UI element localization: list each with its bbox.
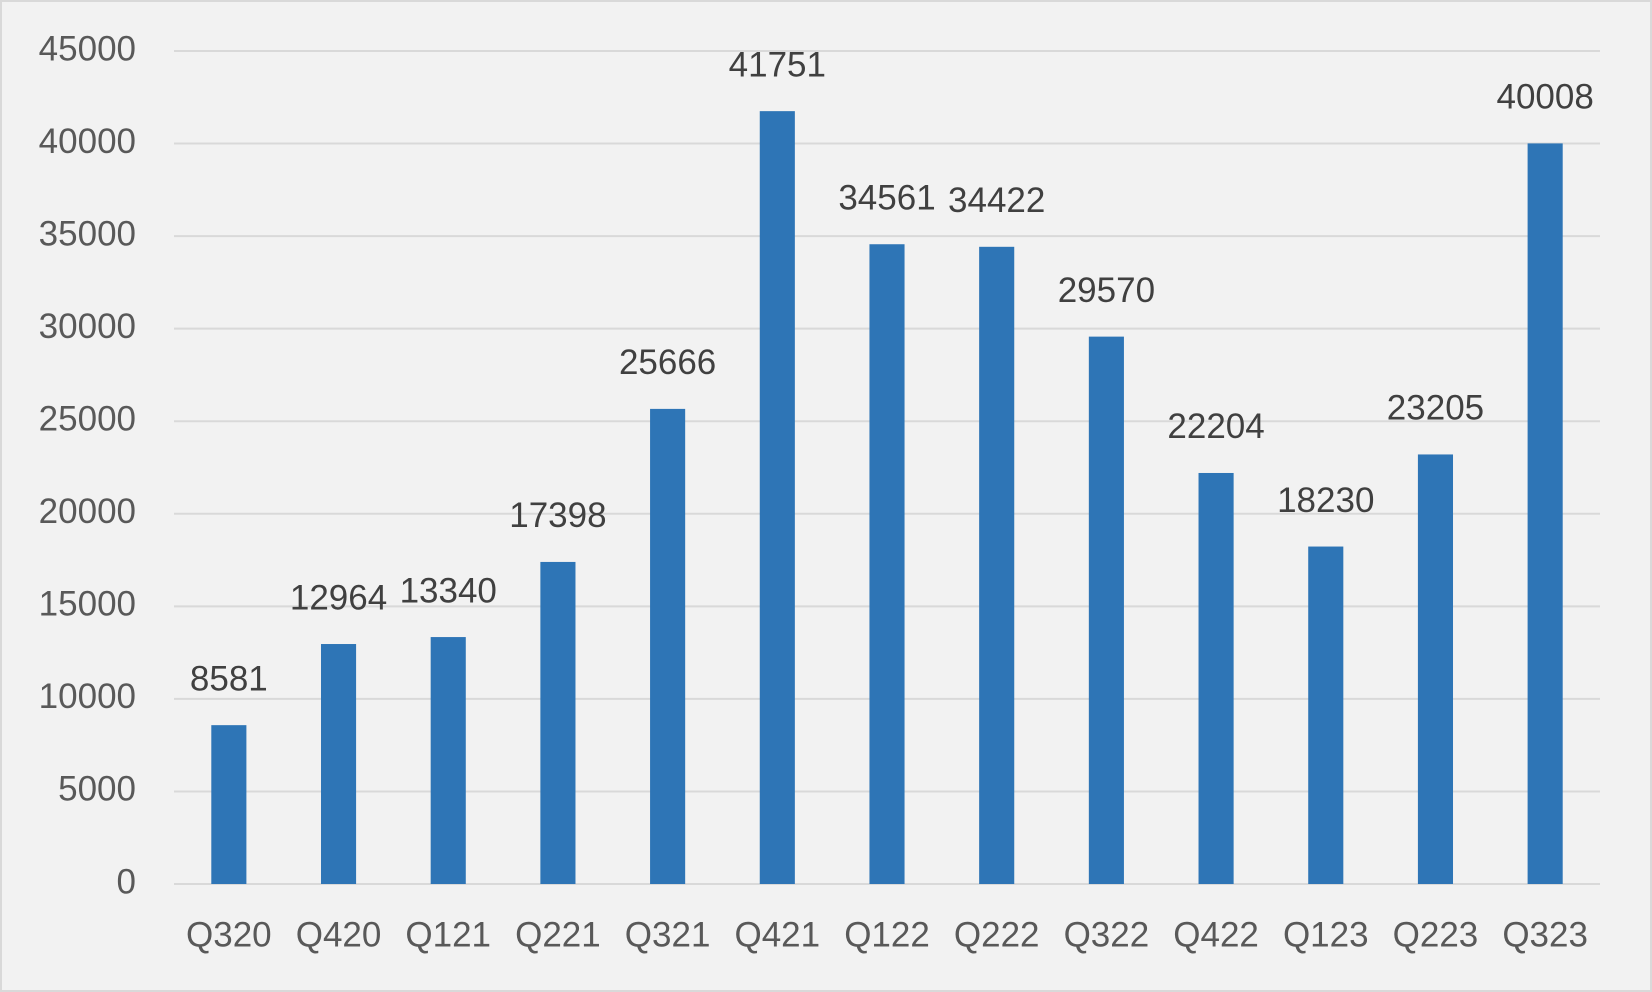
- data-label: 34422: [948, 181, 1045, 220]
- data-label: 25666: [619, 343, 716, 382]
- data-label: 22204: [1167, 407, 1264, 446]
- data-label: 13340: [400, 571, 497, 610]
- data-label: 23205: [1387, 389, 1484, 428]
- x-tick-label: Q420: [296, 915, 382, 954]
- y-tick-label: 0: [117, 862, 136, 901]
- y-tick-label: 40000: [39, 122, 136, 161]
- y-tick-label: 15000: [39, 585, 136, 624]
- bar: [540, 561, 576, 884]
- data-label: 40008: [1496, 78, 1593, 117]
- x-tick-label: Q321: [625, 915, 711, 954]
- bar: [430, 637, 466, 884]
- x-tick-label: Q123: [1283, 915, 1369, 954]
- data-label: 29570: [1058, 271, 1155, 310]
- x-tick-label: Q322: [1064, 915, 1150, 954]
- y-tick-label: 35000: [39, 214, 136, 253]
- x-tick-label: Q422: [1173, 915, 1259, 954]
- data-label: 12964: [290, 578, 387, 617]
- bar: [650, 408, 686, 884]
- bar: [979, 246, 1015, 884]
- x-tick-label: Q320: [186, 915, 272, 954]
- bar: [1527, 143, 1563, 884]
- x-tick-label: Q121: [405, 915, 491, 954]
- bar: [1198, 472, 1234, 884]
- bar: [1088, 336, 1124, 884]
- y-tick-label: 25000: [39, 399, 136, 438]
- data-label: 8581: [190, 659, 268, 698]
- x-tick-label: Q223: [1393, 915, 1479, 954]
- data-label: 34561: [838, 178, 935, 217]
- bar: [211, 725, 247, 884]
- bar: [869, 244, 905, 884]
- x-tick-label: Q323: [1502, 915, 1588, 954]
- bar: [1417, 454, 1454, 884]
- x-tick-label: Q222: [954, 915, 1040, 954]
- y-tick-label: 20000: [39, 492, 136, 531]
- y-tick-label: 45000: [39, 29, 136, 68]
- y-tick-label: 10000: [39, 677, 136, 716]
- data-label: 41751: [729, 45, 826, 84]
- bar: [759, 111, 795, 885]
- data-label: 18230: [1277, 481, 1374, 520]
- x-tick-label: Q421: [734, 915, 820, 954]
- y-tick-label: 30000: [39, 307, 136, 346]
- x-tick-label: Q221: [515, 915, 601, 954]
- x-tick-label: Q122: [844, 915, 930, 954]
- bar: [320, 644, 357, 884]
- bar: [1308, 546, 1344, 884]
- y-tick-label: 5000: [58, 770, 136, 809]
- data-label: 17398: [509, 496, 606, 535]
